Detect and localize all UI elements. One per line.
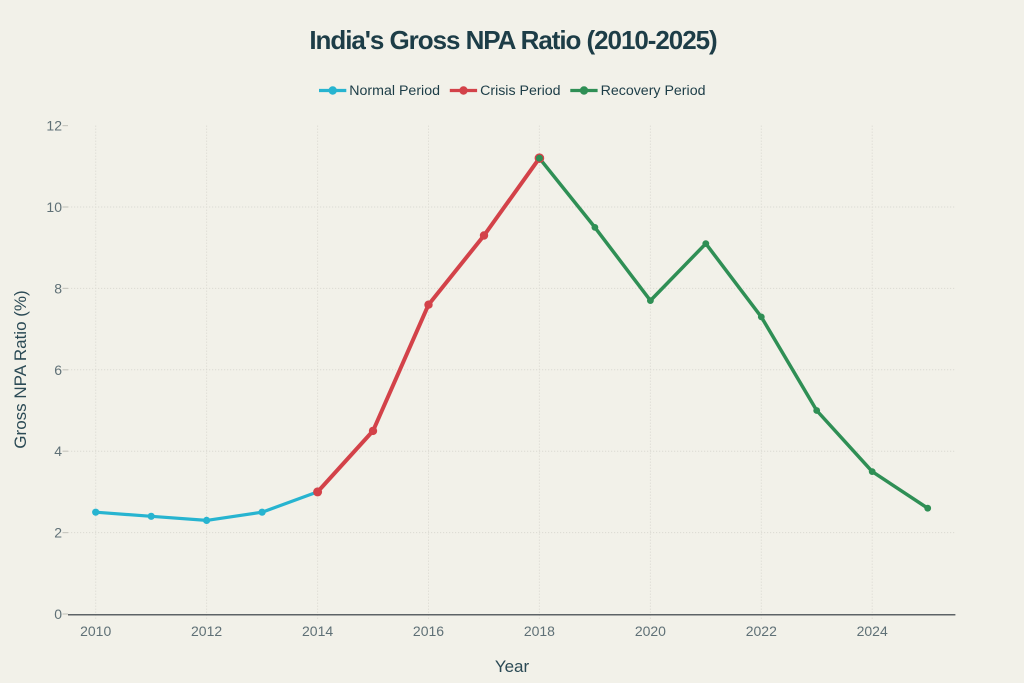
svg-text:12: 12 <box>46 118 62 134</box>
svg-text:2: 2 <box>54 525 62 541</box>
svg-text:Normal Period: Normal Period <box>349 83 440 99</box>
svg-text:2020: 2020 <box>635 623 666 639</box>
svg-text:4: 4 <box>54 443 62 459</box>
svg-text:2022: 2022 <box>746 623 777 639</box>
svg-text:6: 6 <box>54 362 62 378</box>
svg-text:2010: 2010 <box>80 623 111 639</box>
svg-text:8: 8 <box>54 280 62 296</box>
svg-text:2012: 2012 <box>191 623 222 639</box>
svg-text:2014: 2014 <box>302 623 333 639</box>
svg-text:Gross NPA Ratio (%): Gross NPA Ratio (%) <box>11 290 30 448</box>
svg-text:2024: 2024 <box>857 623 888 639</box>
svg-text:Recovery Period: Recovery Period <box>601 83 706 99</box>
svg-text:India's Gross NPA Ratio (2010-: India's Gross NPA Ratio (2010-2025) <box>309 25 717 55</box>
svg-text:2016: 2016 <box>413 623 444 639</box>
svg-text:10: 10 <box>46 199 62 215</box>
svg-text:2018: 2018 <box>524 623 555 639</box>
svg-text:0: 0 <box>54 606 62 622</box>
svg-text:Crisis Period: Crisis Period <box>480 83 560 99</box>
svg-text:Year: Year <box>495 657 530 676</box>
